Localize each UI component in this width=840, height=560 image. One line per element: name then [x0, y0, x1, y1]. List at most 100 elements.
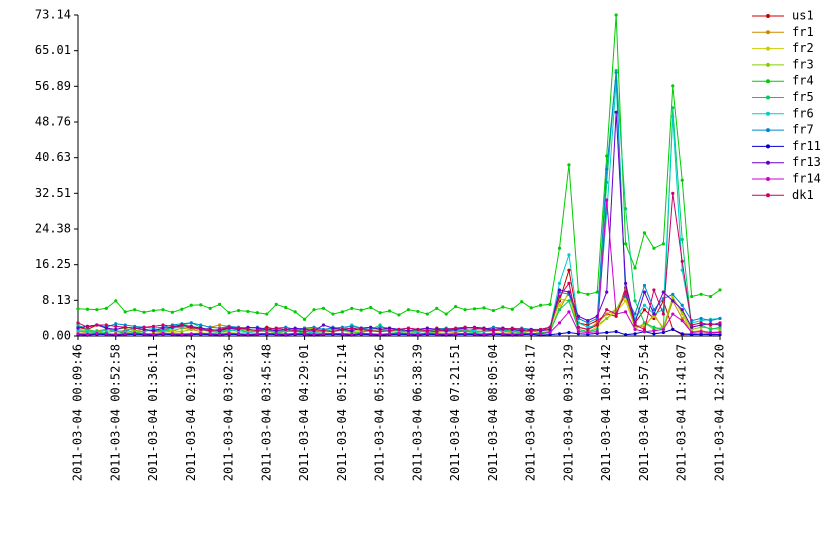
data-point: [623, 290, 628, 294]
data-point: [265, 331, 269, 335]
data-point: [557, 281, 562, 285]
data-point: [652, 329, 656, 333]
data-point: [161, 326, 165, 330]
legend-label: fr11: [792, 139, 821, 153]
data-point: [529, 306, 533, 310]
legend-label: fr14: [792, 172, 821, 186]
data-point: [142, 330, 146, 334]
data-point: [472, 307, 477, 311]
data-point: [340, 327, 344, 332]
data-point: [284, 327, 288, 332]
data-point: [85, 325, 90, 329]
data-point: [539, 327, 543, 332]
legend-label: us1: [792, 9, 814, 23]
data-point: [557, 332, 562, 336]
data-point: [680, 319, 684, 323]
data-point: [454, 326, 458, 330]
data-point: [708, 330, 713, 335]
data-point: [605, 290, 609, 294]
data-point: [274, 302, 278, 307]
data-point: [208, 306, 212, 310]
data-point: [623, 310, 628, 314]
x-tick-label: 2011-03-04 02:19:23: [184, 344, 198, 481]
data-point: [605, 167, 609, 171]
data-point: [189, 327, 193, 332]
data-point: [718, 323, 722, 327]
data-point: [218, 302, 222, 307]
data-point: [642, 327, 647, 332]
data-point: [642, 303, 647, 307]
legend-label: fr4: [792, 74, 814, 88]
data-point: [633, 312, 637, 316]
data-point: [151, 324, 156, 328]
data-point: [123, 330, 127, 334]
data-point: [548, 325, 552, 329]
x-tick-label: 2011-03-04 05:12:14: [335, 344, 349, 481]
data-point: [425, 312, 429, 316]
data-point: [274, 329, 278, 333]
data-point: [671, 191, 675, 195]
data-point: [671, 84, 675, 88]
data-point: [340, 310, 344, 314]
data-point: [397, 313, 401, 317]
x-tick-label: 2011-03-04 11:41:07: [675, 344, 689, 481]
data-point: [104, 332, 108, 336]
x-tick-label: 2011-03-04 07:21:51: [448, 344, 462, 481]
data-point: [652, 325, 656, 329]
data-point: [576, 316, 580, 321]
data-point: [397, 331, 401, 335]
data-point: [340, 332, 344, 336]
data-point: [236, 326, 241, 330]
data-point: [85, 327, 90, 332]
data-point: [170, 329, 175, 333]
data-point: [199, 327, 203, 332]
data-point: [161, 323, 165, 327]
legend-label: fr13: [792, 155, 821, 169]
data-point: [661, 327, 665, 332]
data-point: [708, 333, 713, 337]
x-tick-label: 2011-03-04 10:57:54: [637, 344, 651, 481]
data-point: [699, 316, 703, 321]
data-point: [236, 332, 241, 336]
data-point: [708, 319, 713, 323]
data-point: [652, 308, 656, 312]
data-point: [199, 303, 203, 307]
data-point: [76, 329, 80, 333]
data-point: [435, 306, 439, 310]
data-point: [671, 114, 675, 119]
data-point: [95, 331, 99, 335]
data-point: [652, 314, 656, 318]
data-point: [633, 323, 637, 327]
data-point: [680, 178, 684, 182]
data-point: [586, 292, 590, 296]
data-point: [369, 332, 373, 336]
data-point: [557, 246, 562, 250]
data-point: [218, 327, 222, 332]
data-point: [652, 332, 656, 336]
data-point: [350, 326, 354, 330]
data-point: [661, 290, 665, 294]
data-point: [482, 306, 486, 310]
data-point: [605, 330, 609, 335]
data-point: [85, 330, 90, 334]
legend-marker: [766, 30, 770, 35]
data-point: [491, 329, 496, 333]
data-point: [576, 330, 580, 334]
data-point: [633, 266, 637, 270]
data-point: [699, 325, 703, 329]
y-tick-label: 8.13: [42, 293, 71, 307]
data-point: [614, 312, 618, 316]
data-point: [671, 106, 675, 110]
data-point: [378, 327, 382, 332]
data-point: [567, 268, 571, 272]
data-point: [680, 316, 684, 321]
data-point: [133, 308, 137, 312]
data-point: [246, 327, 250, 332]
data-point: [321, 332, 326, 336]
data-point: [539, 303, 543, 307]
data-point: [416, 332, 420, 336]
data-point: [76, 332, 80, 336]
data-point: [104, 306, 108, 310]
data-point: [236, 308, 241, 313]
data-point: [406, 329, 411, 333]
